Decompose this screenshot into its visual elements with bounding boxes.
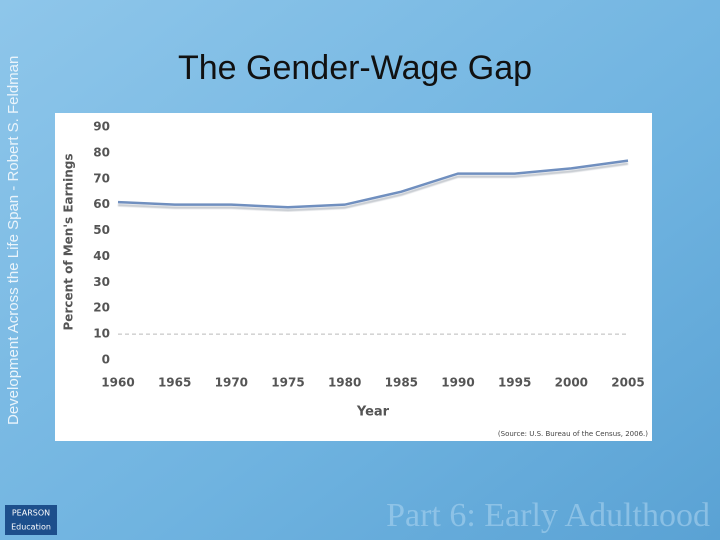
y-tick-label: 50 xyxy=(93,223,110,237)
x-tick-label: 2005 xyxy=(611,376,644,390)
y-tick-label: 40 xyxy=(93,249,110,263)
x-tick-label: 1985 xyxy=(385,376,418,390)
x-tick-label: 1980 xyxy=(328,376,361,390)
chart-title: The Gender-Wage Gap xyxy=(178,49,532,87)
y-tick-label: 60 xyxy=(93,197,110,211)
chart-panel xyxy=(55,113,652,441)
y-tick-label: 80 xyxy=(93,145,110,159)
x-tick-label: 1975 xyxy=(271,376,304,390)
y-tick-label: 90 xyxy=(93,120,110,134)
logo-bottom: Education xyxy=(11,523,51,532)
x-tick-label: 1960 xyxy=(101,376,134,390)
x-tick-label: 1965 xyxy=(158,376,191,390)
x-axis-label: Year xyxy=(356,405,390,420)
y-tick-label: 20 xyxy=(93,301,110,315)
side-text: Development Across the Life Span - Rober… xyxy=(5,56,22,425)
y-axis-label: Percent of Men's Earnings xyxy=(62,154,76,331)
y-tick-label: 70 xyxy=(93,171,110,185)
x-tick-label: 1995 xyxy=(498,376,531,390)
y-tick-label: 0 xyxy=(102,353,110,367)
y-tick-label: 30 xyxy=(93,275,110,289)
y-tick-label: 10 xyxy=(93,327,110,341)
footer: Part 6: Early Adulthood xyxy=(386,497,710,534)
x-tick-label: 2000 xyxy=(555,376,588,390)
source: (Source: U.S. Bureau of the Census, 2006… xyxy=(498,430,648,438)
series-line xyxy=(117,159,629,209)
logo xyxy=(5,505,57,535)
x-tick-label: 1990 xyxy=(441,376,474,390)
x-tick-label: 1970 xyxy=(215,376,248,390)
logo-top: PEARSON xyxy=(12,509,50,518)
